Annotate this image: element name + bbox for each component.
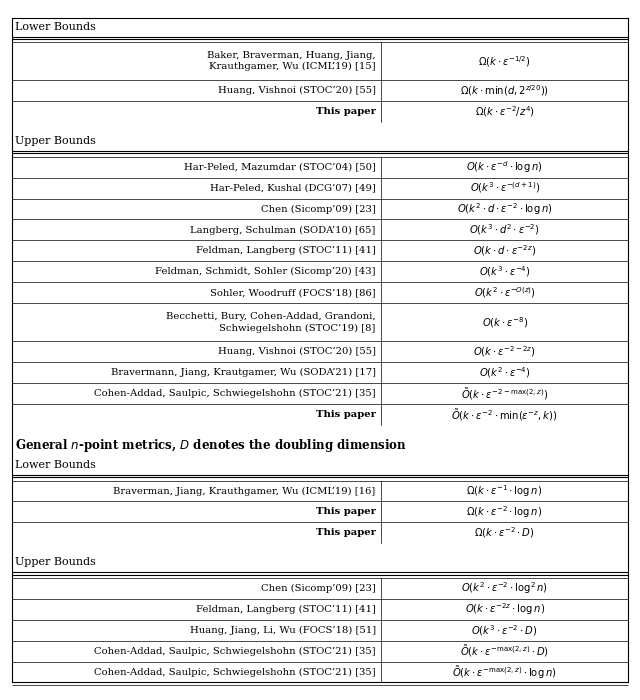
Text: Braverman, Jiang, Krauthgamer, Wu (ICML’19) [16]: Braverman, Jiang, Krauthgamer, Wu (ICML’… [113, 486, 376, 496]
Text: $O(k^3 \cdot d^2 \cdot \varepsilon^{-2})$: $O(k^3 \cdot d^2 \cdot \varepsilon^{-2})… [469, 223, 540, 237]
Text: $\tilde{O}(k \cdot \varepsilon^{-\max(2,z)} \cdot D)$: $\tilde{O}(k \cdot \varepsilon^{-\max(2,… [460, 643, 549, 659]
Text: Lower Bounds: Lower Bounds [15, 22, 96, 32]
Text: Feldman, Langberg (STOC’11) [41]: Feldman, Langberg (STOC’11) [41] [196, 605, 376, 614]
Text: Huang, Jiang, Li, Wu (FOCS’18) [51]: Huang, Jiang, Li, Wu (FOCS’18) [51] [189, 626, 376, 635]
Text: $\Omega(k \cdot \varepsilon^{-2} \cdot \log n)$: $\Omega(k \cdot \varepsilon^{-2} \cdot \… [467, 504, 543, 520]
Text: $O(k^3 \cdot \varepsilon^{-2} \cdot D)$: $O(k^3 \cdot \varepsilon^{-2} \cdot D)$ [472, 623, 538, 638]
Text: Feldman, Langberg (STOC’11) [41]: Feldman, Langberg (STOC’11) [41] [196, 246, 376, 256]
Text: This paper: This paper [316, 528, 376, 538]
Text: Cohen-Addad, Saulpic, Schwiegelshohn (STOC’21) [35]: Cohen-Addad, Saulpic, Schwiegelshohn (ST… [94, 668, 376, 677]
Text: $O(k \cdot \varepsilon^{-2z} \cdot \log n)$: $O(k \cdot \varepsilon^{-2z} \cdot \log … [465, 601, 545, 617]
Text: $O(k^3 \cdot \varepsilon^{-(d+1)})$: $O(k^3 \cdot \varepsilon^{-(d+1)})$ [470, 181, 540, 195]
Text: Sohler, Woodruff (FOCS’18) [86]: Sohler, Woodruff (FOCS’18) [86] [210, 288, 376, 298]
Text: $\Omega(k \cdot \varepsilon^{-2}/z^4)$: $\Omega(k \cdot \varepsilon^{-2}/z^4)$ [475, 104, 534, 119]
Text: Har-Peled, Mazumdar (STOC’04) [50]: Har-Peled, Mazumdar (STOC’04) [50] [184, 162, 376, 172]
Text: Bravermann, Jiang, Krautgamer, Wu (SODA’21) [17]: Bravermann, Jiang, Krautgamer, Wu (SODA’… [111, 368, 376, 377]
Text: Lower Bounds: Lower Bounds [15, 461, 96, 470]
Text: This paper: This paper [316, 508, 376, 517]
Text: $\tilde{O}(k \cdot \varepsilon^{-\max(2,z)} \cdot \log n)$: $\tilde{O}(k \cdot \varepsilon^{-\max(2,… [452, 664, 557, 680]
Text: $\tilde{O}(k \cdot \varepsilon^{-2} \cdot \min(\varepsilon^{-z}, k))$: $\tilde{O}(k \cdot \varepsilon^{-2} \cdo… [451, 407, 558, 423]
Text: $O(k^3 \cdot \varepsilon^{-4})$: $O(k^3 \cdot \varepsilon^{-4})$ [479, 265, 531, 279]
Text: Chen (Sicomp’09) [23]: Chen (Sicomp’09) [23] [261, 584, 376, 593]
Text: This paper: This paper [316, 410, 376, 419]
Text: Cohen-Addad, Saulpic, Schwiegelshohn (STOC’21) [35]: Cohen-Addad, Saulpic, Schwiegelshohn (ST… [94, 389, 376, 398]
Text: Feldman, Schmidt, Sohler (Sicomp’20) [43]: Feldman, Schmidt, Sohler (Sicomp’20) [43… [155, 267, 376, 276]
Text: $O(k^2 \cdot d \cdot \varepsilon^{-2} \cdot \log n)$: $O(k^2 \cdot d \cdot \varepsilon^{-2} \c… [457, 201, 552, 217]
Text: Huang, Vishnoi (STOC’20) [55]: Huang, Vishnoi (STOC’20) [55] [218, 347, 376, 356]
Text: $O(k^2 \cdot \varepsilon^{-O(z)})$: $O(k^2 \cdot \varepsilon^{-O(z)})$ [474, 286, 536, 300]
Text: $\Omega(k \cdot \min(d, 2^{z/20}))$: $\Omega(k \cdot \min(d, 2^{z/20}))$ [460, 83, 549, 98]
Text: Langberg, Schulman (SODA’10) [65]: Langberg, Schulman (SODA’10) [65] [190, 225, 376, 234]
Text: Baker, Braverman, Huang, Jiang,
Krauthgamer, Wu (ICML’19) [15]: Baker, Braverman, Huang, Jiang, Krauthga… [207, 51, 376, 71]
Text: $O(k \cdot \varepsilon^{-d} \cdot \log n)$: $O(k \cdot \varepsilon^{-d} \cdot \log n… [467, 159, 543, 175]
Text: $\Omega(k \cdot \varepsilon^{-2} \cdot D)$: $\Omega(k \cdot \varepsilon^{-2} \cdot D… [474, 526, 535, 540]
Text: Cohen-Addad, Saulpic, Schwiegelshohn (STOC’21) [35]: Cohen-Addad, Saulpic, Schwiegelshohn (ST… [94, 647, 376, 656]
Text: $O(k \cdot d \cdot \varepsilon^{-2z})$: $O(k \cdot d \cdot \varepsilon^{-2z})$ [473, 244, 536, 258]
Text: This paper: This paper [316, 107, 376, 116]
Text: $\tilde{O}(k \cdot \varepsilon^{-2-\max(2,z)})$: $\tilde{O}(k \cdot \varepsilon^{-2-\max(… [461, 386, 548, 402]
Text: $\Omega(k \cdot \varepsilon^{-1} \cdot \log n)$: $\Omega(k \cdot \varepsilon^{-1} \cdot \… [467, 483, 543, 499]
Text: Chen (Sicomp’09) [23]: Chen (Sicomp’09) [23] [261, 204, 376, 214]
Text: $O(k \cdot \varepsilon^{-8})$: $O(k \cdot \varepsilon^{-8})$ [481, 315, 528, 330]
Text: Upper Bounds: Upper Bounds [15, 136, 96, 146]
Text: Upper Bounds: Upper Bounds [15, 557, 96, 568]
Text: Becchetti, Bury, Cohen-Addad, Grandoni,
Schwiegelshohn (STOC’19) [8]: Becchetti, Bury, Cohen-Addad, Grandoni, … [166, 312, 376, 332]
Text: $\Omega(k \cdot \varepsilon^{-1/2})$: $\Omega(k \cdot \varepsilon^{-1/2})$ [478, 54, 531, 69]
Text: General $n$-point metrics, $D$ denotes the doubling dimension: General $n$-point metrics, $D$ denotes t… [15, 437, 407, 454]
Text: Huang, Vishnoi (STOC’20) [55]: Huang, Vishnoi (STOC’20) [55] [218, 86, 376, 95]
Text: $O(k^2 \cdot \varepsilon^{-4})$: $O(k^2 \cdot \varepsilon^{-4})$ [479, 365, 531, 380]
Text: $O(k^2 \cdot \varepsilon^{-2} \cdot \log^2 n)$: $O(k^2 \cdot \varepsilon^{-2} \cdot \log… [461, 580, 548, 596]
Text: Har-Peled, Kushal (DCG’07) [49]: Har-Peled, Kushal (DCG’07) [49] [210, 183, 376, 192]
Text: $O(k \cdot \varepsilon^{-2-2z})$: $O(k \cdot \varepsilon^{-2-2z})$ [473, 344, 536, 359]
